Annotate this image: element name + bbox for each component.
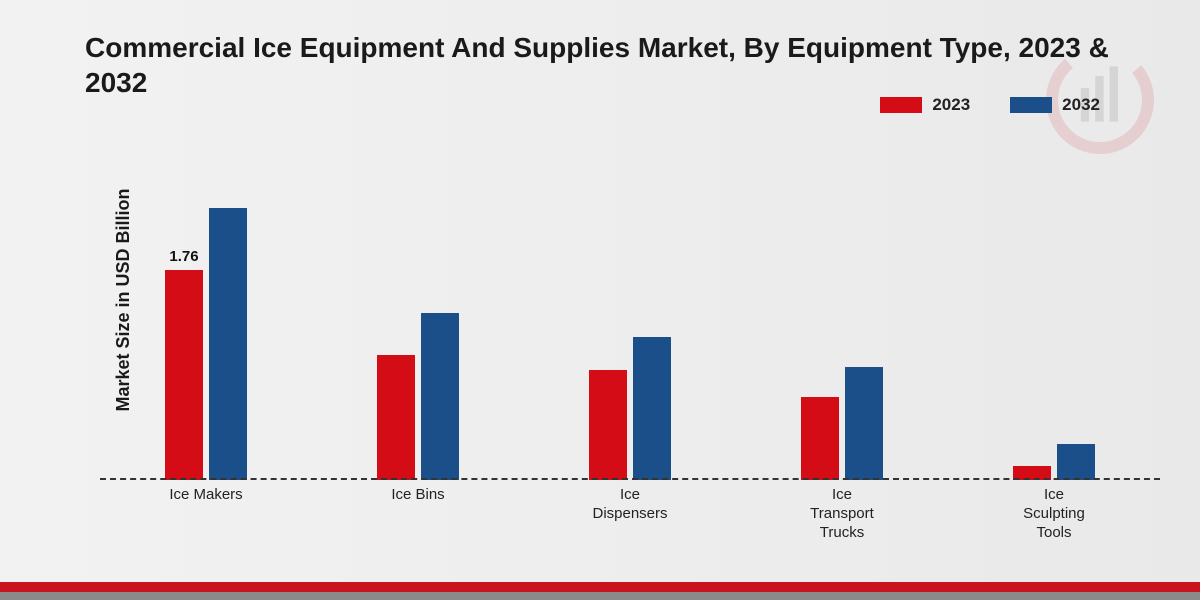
bar-2032-ice-bins [421, 313, 459, 480]
chart-title: Commercial Ice Equipment And Supplies Ma… [85, 30, 1170, 100]
plot-area: 1.76 [100, 170, 1160, 480]
group-ice-bins [377, 313, 459, 480]
cat-label-ice-sculpting-tools: IceSculptingTools [994, 486, 1114, 542]
footer-stripe [0, 582, 1200, 600]
bar-2023-ice-transport-trucks [801, 397, 839, 481]
legend-swatch-2023 [880, 97, 922, 113]
cat-label-ice-transport-trucks: IceTransportTrucks [782, 486, 902, 542]
legend-item-2032: 2032 [1010, 95, 1100, 115]
group-ice-transport-trucks [801, 367, 883, 480]
legend-swatch-2032 [1010, 97, 1052, 113]
footer-gray-bar [0, 592, 1200, 600]
category-labels: Ice Makers Ice Bins IceDispensers IceTra… [100, 486, 1160, 542]
bar-2023-ice-makers: 1.76 [165, 270, 203, 480]
value-label: 1.76 [169, 248, 198, 265]
bar-2032-ice-dispensers [633, 337, 671, 480]
cat-label-ice-dispensers: IceDispensers [570, 486, 690, 542]
bar-groups: 1.76 [100, 170, 1160, 480]
group-ice-dispensers [589, 337, 671, 480]
bar-2032-ice-transport-trucks [845, 367, 883, 480]
footer-red-bar [0, 582, 1200, 592]
cat-label-ice-bins: Ice Bins [358, 486, 478, 542]
group-ice-sculpting-tools [1013, 444, 1095, 480]
baseline [100, 478, 1160, 480]
legend: 2023 2032 [880, 95, 1100, 115]
bar-2032-ice-makers [209, 208, 247, 480]
cat-label-ice-makers: Ice Makers [146, 486, 266, 542]
bar-2023-ice-dispensers [589, 370, 627, 480]
legend-item-2023: 2023 [880, 95, 970, 115]
bar-2023-ice-bins [377, 355, 415, 480]
bar-2032-ice-sculpting-tools [1057, 444, 1095, 480]
group-ice-makers: 1.76 [165, 208, 247, 480]
legend-label-2023: 2023 [932, 95, 970, 115]
legend-label-2032: 2032 [1062, 95, 1100, 115]
